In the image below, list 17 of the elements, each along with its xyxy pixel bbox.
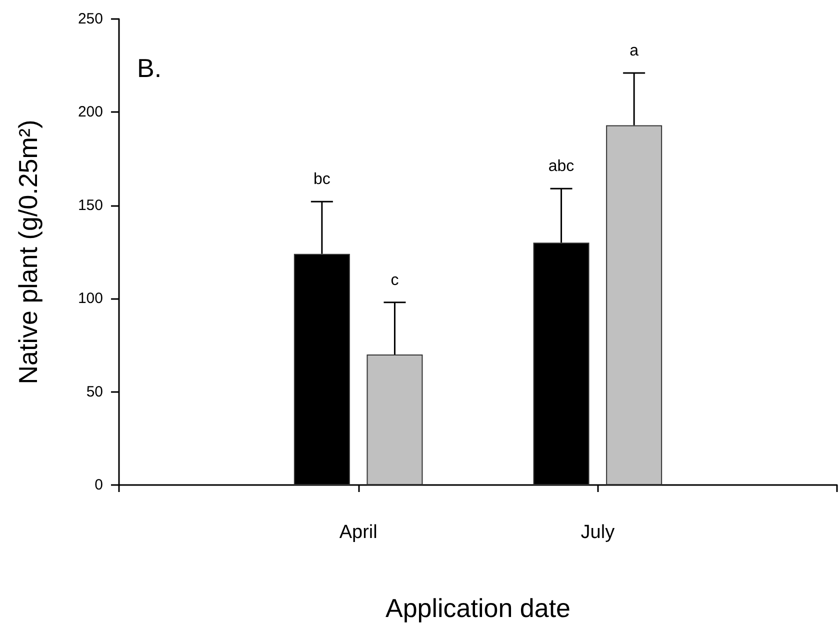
y-tick-label: 250: [78, 10, 103, 28]
y-axis-title: Native plant (g/0.25m²): [13, 120, 43, 384]
annotation: a: [630, 42, 639, 60]
y-tick-label: 200: [78, 104, 103, 121]
x-tick-label: July: [580, 522, 616, 543]
y-tick-label: 50: [86, 383, 103, 400]
bar: [606, 125, 662, 485]
annotation: bc: [313, 171, 330, 188]
y-tick-label: 0: [94, 476, 103, 494]
annotation: c: [390, 272, 399, 289]
y-tick-label: 100: [78, 290, 103, 308]
annotation: B.: [137, 53, 162, 83]
y-tick-label: 150: [78, 196, 103, 214]
x-axis-title: Application date: [385, 593, 571, 623]
x-tick-label: April: [339, 522, 378, 543]
bar: [366, 354, 423, 485]
annotation: abc: [548, 158, 574, 176]
